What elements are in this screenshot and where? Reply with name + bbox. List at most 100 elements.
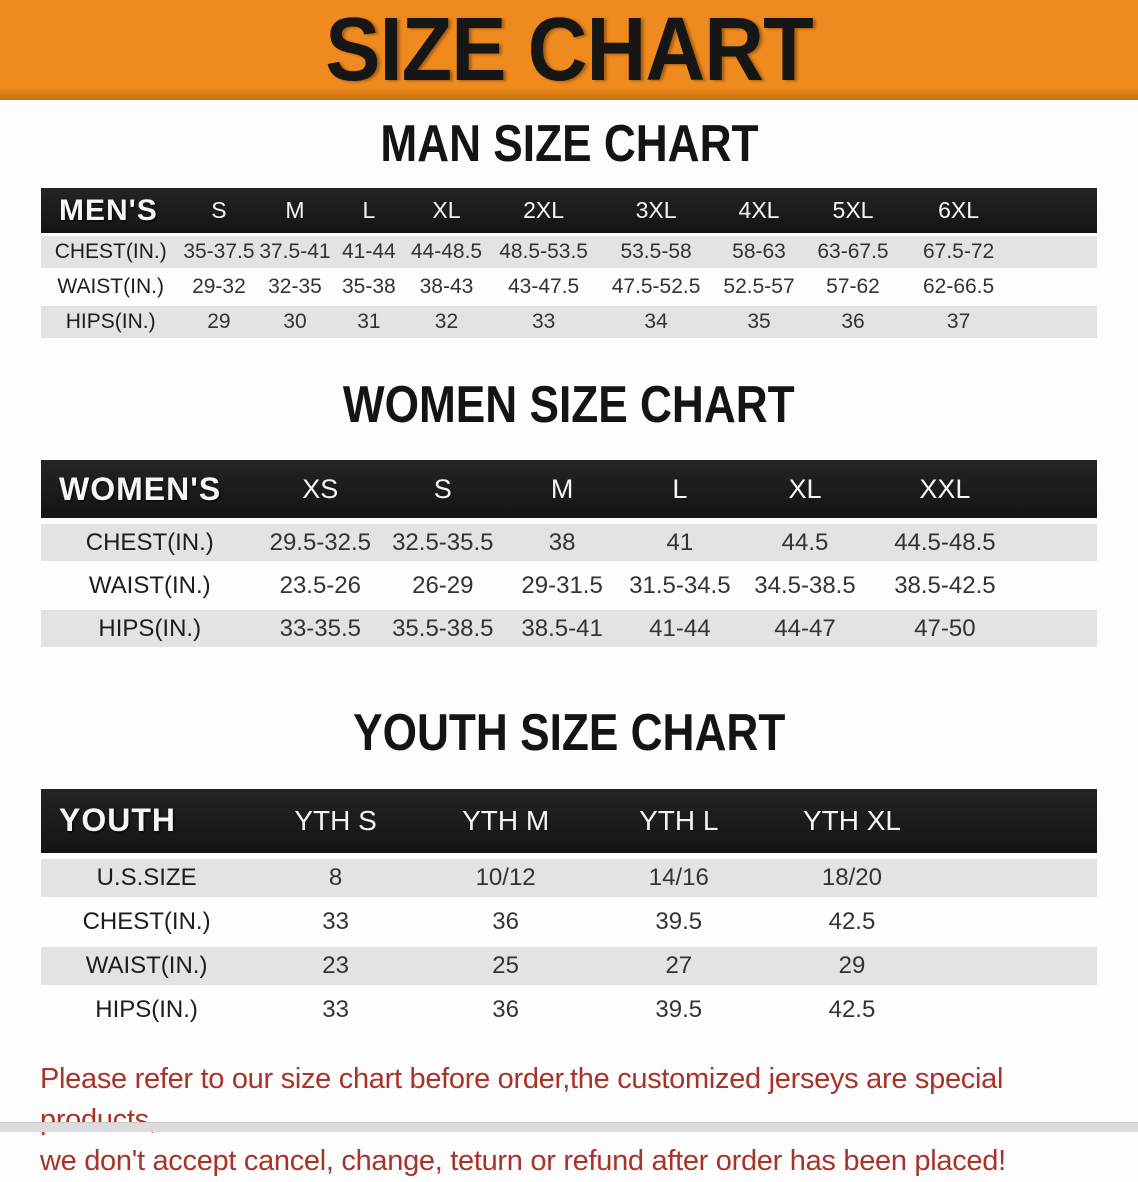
size-value-cell: 26-29 bbox=[382, 567, 503, 604]
footer-note: Please refer to our size chart before or… bbox=[40, 1059, 1098, 1182]
size-value-cell: 23 bbox=[252, 947, 419, 985]
row-label: HIPS(IN.) bbox=[41, 306, 180, 338]
size-value-cell: 38.5-41 bbox=[504, 610, 621, 647]
size-value-cell: 36 bbox=[419, 903, 592, 941]
banner: SIZE CHART bbox=[0, 0, 1138, 100]
size-column-header: YTH L bbox=[592, 789, 765, 853]
header-spacer bbox=[1017, 188, 1097, 233]
size-column-header: XL bbox=[405, 188, 487, 233]
size-value-cell: 47-50 bbox=[871, 610, 1019, 647]
size-value-cell: 18/20 bbox=[765, 859, 938, 897]
row-spacer bbox=[939, 991, 1097, 1029]
size-value-cell: 44-48.5 bbox=[405, 236, 487, 268]
size-value-cell: 47.5-52.5 bbox=[600, 271, 713, 303]
size-value-cell: 42.5 bbox=[765, 991, 938, 1029]
size-value-cell: 31 bbox=[332, 306, 405, 338]
women-section-heading-text: WOMEN SIZE CHART bbox=[343, 377, 795, 434]
size-column-header: XXL bbox=[871, 460, 1019, 518]
size-value-cell: 63-67.5 bbox=[805, 236, 900, 268]
size-value-cell: 25 bbox=[419, 947, 592, 985]
size-value-cell: 29 bbox=[765, 947, 938, 985]
size-column-header: 2XL bbox=[488, 188, 600, 233]
footer-note-line-2: we don't accept cancel, change, teturn o… bbox=[40, 1141, 1098, 1182]
size-value-cell: 32-35 bbox=[257, 271, 332, 303]
size-value-cell: 32 bbox=[405, 306, 487, 338]
row-spacer bbox=[1019, 567, 1097, 604]
size-value-cell: 37.5-41 bbox=[257, 236, 332, 268]
size-value-cell: 38-43 bbox=[405, 271, 487, 303]
men-section-heading: MAN SIZE CHART bbox=[0, 116, 1138, 173]
size-column-header: S bbox=[180, 188, 257, 233]
size-value-cell: 42.5 bbox=[765, 903, 938, 941]
size-value-cell: 35.5-38.5 bbox=[382, 610, 503, 647]
size-value-cell: 41-44 bbox=[621, 610, 739, 647]
size-value-cell: 34.5-38.5 bbox=[739, 567, 871, 604]
size-value-cell: 44.5-48.5 bbox=[871, 524, 1019, 561]
size-column-header: L bbox=[621, 460, 739, 518]
size-column-header: 6XL bbox=[901, 188, 1017, 233]
size-value-cell: 29-31.5 bbox=[504, 567, 621, 604]
row-label: WAIST(IN.) bbox=[41, 271, 180, 303]
size-value-cell: 39.5 bbox=[592, 991, 765, 1029]
row-spacer bbox=[1017, 236, 1097, 268]
size-column-header: L bbox=[332, 188, 405, 233]
size-value-cell: 58-63 bbox=[713, 236, 806, 268]
size-value-cell: 29-32 bbox=[180, 271, 257, 303]
size-value-cell: 14/16 bbox=[592, 859, 765, 897]
size-value-cell: 35-38 bbox=[332, 271, 405, 303]
size-column-header: 3XL bbox=[600, 188, 713, 233]
size-value-cell: 53.5-58 bbox=[600, 236, 713, 268]
size-value-cell: 33 bbox=[252, 903, 419, 941]
size-column-header: 5XL bbox=[805, 188, 900, 233]
size-value-cell: 8 bbox=[252, 859, 419, 897]
size-value-cell: 35 bbox=[713, 306, 806, 338]
size-value-cell: 44.5 bbox=[739, 524, 871, 561]
row-spacer bbox=[1019, 610, 1097, 647]
size-column-header: YTH S bbox=[252, 789, 419, 853]
row-label: CHEST(IN.) bbox=[41, 524, 259, 561]
size-value-cell: 36 bbox=[805, 306, 900, 338]
size-value-cell: 57-62 bbox=[805, 271, 900, 303]
size-value-cell: 30 bbox=[257, 306, 332, 338]
row-spacer bbox=[939, 903, 1097, 941]
table-header-label: MEN'S bbox=[41, 188, 180, 233]
size-value-cell: 62-66.5 bbox=[901, 271, 1017, 303]
size-value-cell: 10/12 bbox=[419, 859, 592, 897]
youth-section-heading-text: YOUTH SIZE CHART bbox=[353, 705, 785, 762]
size-column-header: M bbox=[504, 460, 621, 518]
row-spacer bbox=[1017, 306, 1097, 338]
size-column-header: 4XL bbox=[713, 188, 806, 233]
size-value-cell: 34 bbox=[600, 306, 713, 338]
size-value-cell: 35-37.5 bbox=[180, 236, 257, 268]
size-value-cell: 29 bbox=[180, 306, 257, 338]
size-value-cell: 33-35.5 bbox=[259, 610, 383, 647]
row-spacer bbox=[939, 859, 1097, 897]
banner-title: SIZE CHART bbox=[325, 5, 813, 95]
size-value-cell: 33 bbox=[488, 306, 600, 338]
size-value-cell: 27 bbox=[592, 947, 765, 985]
men-section-heading-text: MAN SIZE CHART bbox=[380, 116, 758, 173]
size-value-cell: 37 bbox=[901, 306, 1017, 338]
row-label: HIPS(IN.) bbox=[41, 991, 252, 1029]
row-label: CHEST(IN.) bbox=[41, 236, 180, 268]
size-value-cell: 52.5-57 bbox=[713, 271, 806, 303]
size-value-cell: 33 bbox=[252, 991, 419, 1029]
header-spacer bbox=[939, 789, 1097, 853]
size-column-header: XS bbox=[259, 460, 383, 518]
row-spacer bbox=[939, 947, 1097, 985]
row-spacer bbox=[1019, 524, 1097, 561]
row-label: U.S.SIZE bbox=[41, 859, 252, 897]
